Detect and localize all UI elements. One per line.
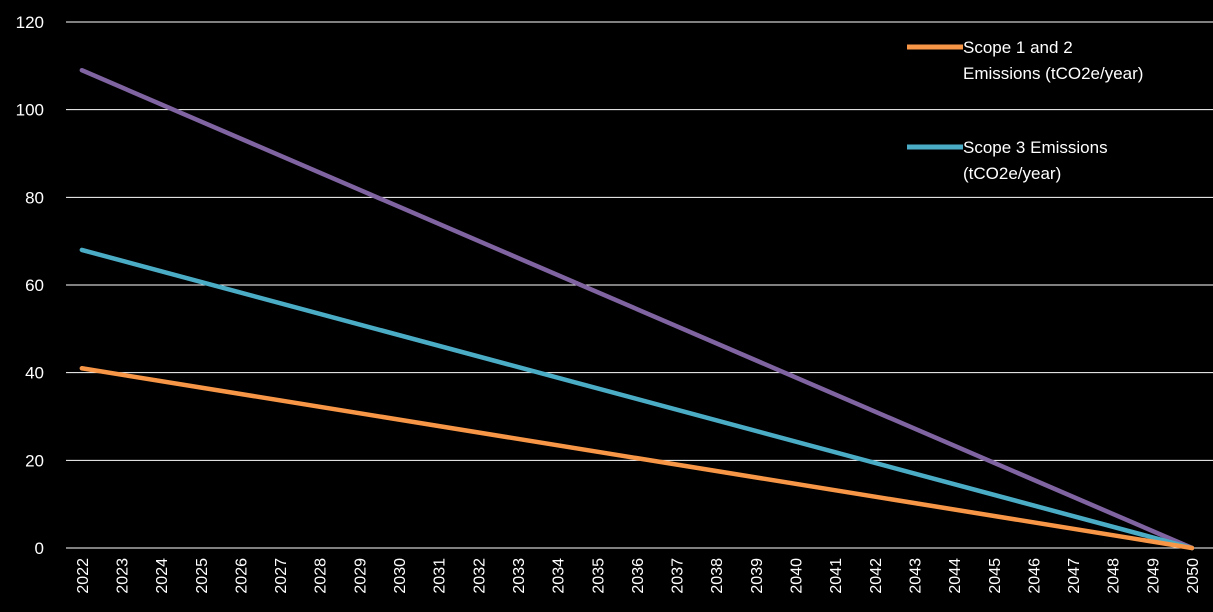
x-tick-label: 2037 xyxy=(670,558,687,594)
x-tick-label: 2049 xyxy=(1145,558,1162,594)
y-tick-label: 60 xyxy=(25,276,44,295)
y-axis-tick-labels: 0 20 40 60 80 100 120 xyxy=(16,13,44,558)
x-tick-label: 2022 xyxy=(75,558,92,594)
legend: Scope 1 and 2 Emissions (tCO2e/year) Scope… xyxy=(907,38,1143,183)
x-tick-label: 2027 xyxy=(273,558,290,594)
x-tick-label: 2026 xyxy=(233,558,250,594)
x-tick-label: 2048 xyxy=(1106,558,1123,594)
x-tick-label: 2030 xyxy=(392,558,409,594)
gridlines xyxy=(66,21,1213,549)
x-tick-label: 2024 xyxy=(154,558,171,594)
x-tick-label: 2041 xyxy=(828,558,845,594)
series-line-0 xyxy=(79,366,1195,551)
legend-label: Scope 1 and 2 xyxy=(963,38,1073,57)
x-tick-label: 2043 xyxy=(907,558,924,594)
series-lines xyxy=(79,67,1195,551)
x-tick-label: 2050 xyxy=(1185,558,1202,594)
x-tick-label: 2029 xyxy=(352,558,369,594)
x-tick-label: 2032 xyxy=(471,558,488,594)
x-tick-label: 2042 xyxy=(868,558,885,594)
x-tick-label: 2040 xyxy=(789,558,806,594)
x-tick-label: 2047 xyxy=(1066,558,1083,594)
x-tick-label: 2036 xyxy=(630,558,647,594)
legend-label: Scope 3 Emissions xyxy=(963,138,1108,157)
y-tick-label: 40 xyxy=(25,364,44,383)
x-tick-label: 2031 xyxy=(432,558,449,594)
x-tick-label: 2025 xyxy=(194,558,211,594)
x-tick-label: 2023 xyxy=(114,558,131,594)
x-tick-label: 2039 xyxy=(749,558,766,594)
y-tick-label: 20 xyxy=(25,451,44,470)
series-line-2 xyxy=(79,67,1195,551)
legend-label: (tCO2e/year) xyxy=(963,164,1061,183)
series-line-1 xyxy=(79,247,1195,551)
x-tick-label: 2033 xyxy=(511,558,528,594)
x-tick-label: 2028 xyxy=(313,558,330,594)
y-tick-label: 80 xyxy=(25,188,44,207)
x-tick-label: 2046 xyxy=(1026,558,1043,594)
x-tick-label: 2035 xyxy=(590,558,607,594)
x-tick-label: 2045 xyxy=(987,558,1004,594)
legend-label: Emissions (tCO2e/year) xyxy=(963,64,1143,83)
x-tick-label: 2034 xyxy=(551,558,568,594)
y-tick-label: 100 xyxy=(16,101,44,120)
x-tick-label: 2038 xyxy=(709,558,726,594)
x-axis-tick-labels: 2022 2023 2024 2025 2026 2027 2028 2029 2030 2031… xyxy=(75,558,1202,594)
x-tick-label: 2044 xyxy=(947,558,964,594)
y-tick-label: 0 xyxy=(35,539,44,558)
y-tick-label: 120 xyxy=(16,13,44,32)
